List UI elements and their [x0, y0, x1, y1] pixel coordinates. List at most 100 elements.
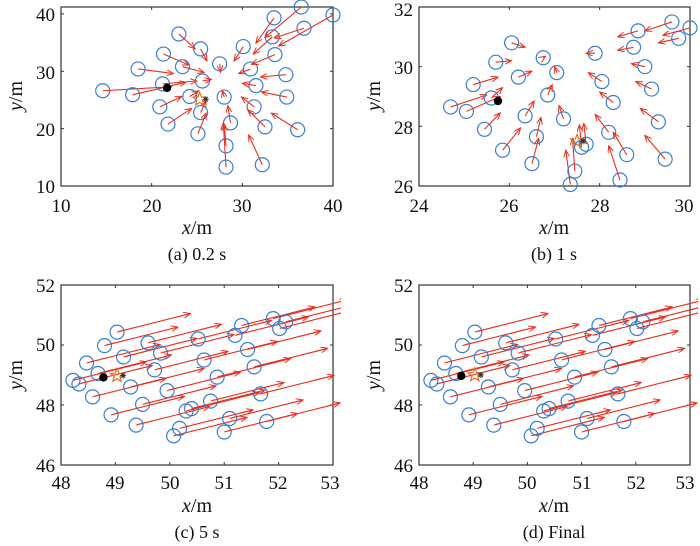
agent-marker: [524, 156, 540, 172]
velocity-arrow: [548, 85, 553, 96]
velocity-arrow: [484, 113, 500, 130]
agent-marker: [171, 26, 187, 42]
xtick-label: 48: [52, 473, 71, 494]
xtick-label: 30: [675, 196, 694, 217]
agent-marker: [644, 81, 660, 97]
velocity-arrow: [234, 46, 244, 61]
velocity-arrow-shadow: [452, 379, 522, 397]
agent-marker: [465, 76, 481, 93]
agent-marker: [442, 389, 459, 405]
velocity-arrow-shadow: [132, 369, 203, 387]
target-asterisk-marker: [202, 96, 209, 103]
ytick-label: 50: [394, 335, 413, 356]
velocity-arrow-shadow: [188, 393, 258, 411]
velocity-arrow: [265, 6, 302, 37]
velocity-arrow: [197, 113, 206, 134]
agent-marker: [96, 338, 113, 354]
agent-marker: [504, 362, 520, 378]
velocity-arrow: [473, 77, 498, 86]
velocity-arrow: [256, 17, 275, 43]
velocity-arrow-shadow: [502, 386, 572, 404]
agent-marker: [591, 317, 607, 334]
velocity-arrow: [261, 92, 287, 98]
agent-marker: [682, 20, 698, 36]
agent-marker: [84, 389, 101, 405]
velocity-arrow-shadow: [181, 410, 252, 428]
agent-marker: [259, 413, 275, 430]
velocity-arrow-shadow: [118, 314, 189, 332]
velocity-arrow: [559, 105, 564, 120]
ytick-label: 48: [36, 396, 55, 417]
velocity-arrow-shadow: [281, 313, 341, 328]
velocity-arrow-shadow: [268, 403, 339, 421]
y-axis-label: y/m: [5, 360, 27, 392]
xtick-label: 50: [161, 473, 180, 494]
velocity-arrow: [200, 48, 207, 61]
velocity-arrow: [223, 123, 226, 168]
agent-marker: [480, 379, 496, 395]
velocity-arrow: [260, 75, 286, 77]
velocity-arrow: [159, 97, 182, 108]
xtick-label: 48: [410, 473, 429, 494]
velocity-arrow-shadow: [106, 327, 177, 345]
velocity-arrow-shadow: [539, 410, 609, 428]
agent-marker: [529, 420, 545, 436]
velocity-arrow-shadow: [149, 325, 220, 343]
velocity-arrow: [511, 43, 526, 47]
agent-marker: [619, 147, 635, 163]
agent-marker: [603, 359, 620, 375]
agent-marker: [597, 341, 613, 358]
velocity-arrow-shadow: [526, 372, 596, 390]
velocity-arrow: [239, 69, 251, 74]
velocity-arrow: [162, 81, 197, 84]
velocity-arrow-shadow: [520, 335, 590, 353]
agent-marker: [541, 401, 557, 417]
agent-marker: [296, 20, 312, 36]
velocity-arrow: [222, 91, 224, 97]
data-layer: [95, 0, 341, 175]
agent-marker: [517, 383, 533, 399]
velocity-arrow: [274, 27, 305, 38]
velocity-arrow: [613, 132, 628, 155]
agent-marker: [125, 87, 141, 103]
velocity-arrow: [588, 73, 603, 83]
y-axis-label: y/m: [5, 81, 27, 113]
velocity-arrow: [178, 33, 195, 49]
velocity-arrow-shadow: [249, 331, 320, 349]
panel-a: 10 20 30 40 10 20 30 40 x/m y/m (a) 0.2 …: [5, 0, 343, 265]
agent-marker: [146, 362, 163, 378]
velocity-arrow-shadow: [600, 307, 671, 325]
xtick-label: 40: [324, 196, 343, 217]
velocity-arrow: [543, 56, 545, 57]
agent-marker: [467, 324, 483, 340]
velocity-arrow: [202, 79, 211, 81]
xtick-label: 10: [52, 196, 71, 217]
agent-marker: [218, 138, 234, 154]
velocity-arrow: [663, 27, 691, 35]
xtick-label: 53: [676, 473, 695, 494]
velocity-arrow-shadow: [483, 339, 553, 357]
ytick-label: 52: [36, 276, 55, 297]
velocity-arrow: [248, 110, 266, 128]
agent-marker: [257, 119, 273, 135]
xtick-label: 50: [518, 473, 537, 494]
velocity-arrow-shadow: [237, 317, 307, 335]
agent-marker: [635, 314, 651, 330]
velocity-arrow-shadow: [606, 331, 677, 349]
velocity-arrow: [502, 128, 521, 151]
target-star-marker: [191, 90, 208, 107]
ytick-label: 50: [36, 335, 55, 356]
velocity-arrow-shadow: [200, 321, 270, 339]
velocity-arrow-shadow: [256, 349, 326, 367]
velocity-arrow: [167, 109, 192, 125]
agent-marker: [325, 7, 341, 23]
agent-marker: [216, 424, 232, 440]
velocity-arrow-shadow: [464, 327, 534, 345]
plot-area-a: [60, 0, 341, 187]
agent-marker: [566, 369, 583, 385]
agent-marker: [234, 317, 250, 334]
agent-marker: [254, 157, 270, 173]
velocity-arrow: [658, 37, 679, 42]
leader-marker: [162, 83, 172, 93]
agent-marker: [664, 14, 680, 30]
